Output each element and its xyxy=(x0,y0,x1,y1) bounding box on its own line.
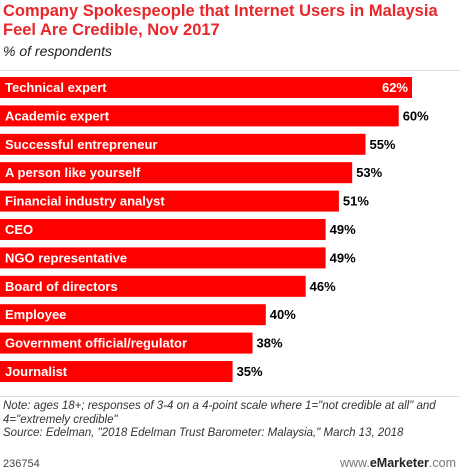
bar xyxy=(0,162,353,184)
category-label: Successful entrepreneur xyxy=(5,137,157,152)
category-label: CEO xyxy=(5,222,33,237)
bar xyxy=(0,105,399,127)
bar xyxy=(0,190,339,212)
bottom-divider xyxy=(0,396,460,397)
bar-chart: Technical expert 62% Academic expert 60% Suc… xyxy=(0,73,460,393)
category-label: Financial industry analyst xyxy=(5,194,165,209)
top-divider xyxy=(0,70,460,71)
value-label: 53% xyxy=(356,165,382,180)
category-label: Board of directors xyxy=(5,279,118,294)
value-label: 60% xyxy=(403,108,429,123)
category-label: NGO representative xyxy=(5,250,127,265)
bar xyxy=(0,77,412,98)
bar xyxy=(0,332,253,354)
bar xyxy=(0,247,326,269)
bar-chart-svg: Technical expert 62% Academic expert 60% Suc… xyxy=(0,77,429,382)
value-label: 38% xyxy=(257,336,283,351)
note-line: Source: Edelman, "2018 Edelman Trust Bar… xyxy=(3,427,404,439)
category-label: A person like yourself xyxy=(5,165,141,180)
chart-title: Company Spokespeople that Internet Users… xyxy=(3,2,438,39)
bar xyxy=(0,275,306,297)
brand-name: eMarketer xyxy=(369,456,429,470)
value-label: 62% xyxy=(382,80,408,95)
bar xyxy=(0,219,326,240)
chart-id: 236754 xyxy=(3,458,40,470)
value-label: 51% xyxy=(343,194,369,209)
value-label: 46% xyxy=(310,279,336,294)
brand-logo: www.eMarketer.com xyxy=(340,456,456,470)
value-label: 55% xyxy=(369,137,395,152)
category-label: Journalist xyxy=(5,364,68,379)
bar xyxy=(0,304,266,326)
value-label: 40% xyxy=(270,307,296,322)
bar xyxy=(0,133,366,155)
note-line: Note: ages 18+; responses of 3-4 on a 4-… xyxy=(3,400,436,426)
value-label: 49% xyxy=(330,250,356,265)
brand-prefix: www. xyxy=(339,456,370,470)
brand-suffix: .com xyxy=(428,456,456,470)
category-label: Government official/regulator xyxy=(5,336,187,351)
chart-notes: Note: ages 18+; responses of 3-4 on a 4-… xyxy=(3,400,458,441)
category-label: Academic expert xyxy=(5,108,110,123)
value-label: 49% xyxy=(330,222,356,237)
category-label: Employee xyxy=(5,307,66,322)
bar xyxy=(0,361,233,382)
value-label: 35% xyxy=(237,364,263,379)
chart-subtitle: % of respondents xyxy=(3,43,112,59)
category-label: Technical expert xyxy=(5,80,107,95)
